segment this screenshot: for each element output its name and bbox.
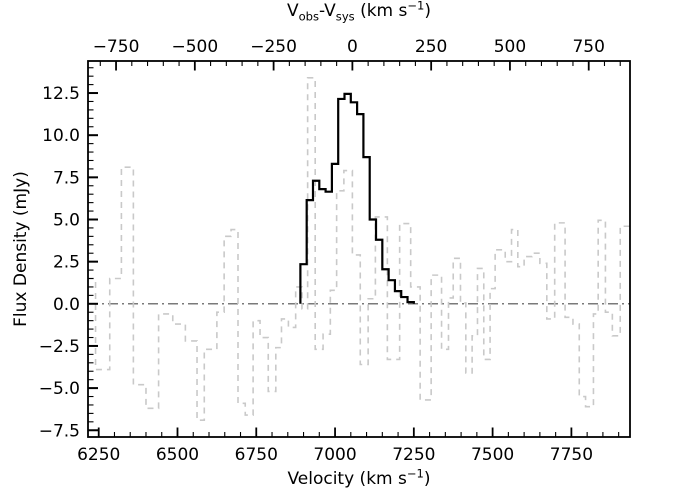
x-axis-label-close: ): [423, 469, 431, 489]
y-tick-label: 2.5: [53, 253, 80, 273]
x-top-tick-label: 0: [347, 37, 358, 57]
source-spectrum-line: [299, 92, 415, 304]
top-axis-label: Vobs-Vsys (km s−1): [88, 0, 630, 24]
x-tick-label: 7500: [471, 445, 514, 465]
x-axis-label: Velocity (km s−1): [88, 466, 630, 489]
top-axis-label-sub-sys: sys: [335, 9, 355, 24]
x-top-tick-label: 500: [494, 37, 526, 57]
plot-frame: [87, 60, 631, 438]
y-tick-label: −2.5: [39, 337, 80, 357]
x-tick-label: 6500: [156, 445, 199, 465]
y-tick-label: −7.5: [39, 421, 80, 441]
x-tick-label: 7750: [550, 445, 593, 465]
top-axis-label-dash: -V: [319, 1, 336, 21]
y-tick-label: 12.5: [42, 84, 80, 104]
x-tick-label: 7250: [392, 445, 435, 465]
y-axis-label: Flux Density (mJy): [11, 171, 31, 327]
x-top-tick-label: −250: [250, 37, 297, 57]
top-axis-label-exponent: −1: [407, 0, 425, 13]
top-axis-label-units: (km s: [354, 1, 408, 21]
top-axis-label-v: V: [286, 1, 299, 21]
top-axis-label-close: ): [424, 1, 432, 21]
x-top-tick-label: −500: [171, 37, 218, 57]
top-axis-label-sub-obs: obs: [298, 9, 320, 24]
x-tick-label: 7000: [313, 445, 356, 465]
y-tick-label: 5.0: [53, 210, 80, 230]
y-tick-label: −5.0: [39, 379, 80, 399]
reference-spectrum-line: [88, 77, 630, 421]
y-tick-label: 10.0: [42, 126, 80, 146]
x-top-tick-label: −750: [93, 37, 140, 57]
x-top-tick-label: 750: [572, 37, 604, 57]
x-tick-label: 6250: [77, 445, 120, 465]
x-axis-label-text: Velocity (km s: [287, 469, 407, 489]
x-axis-label-exponent: −1: [406, 466, 424, 481]
y-tick-label: 0.0: [53, 295, 80, 315]
x-top-tick-label: 250: [415, 37, 447, 57]
x-tick-label: 6750: [235, 445, 278, 465]
y-tick-label: 7.5: [53, 168, 80, 188]
